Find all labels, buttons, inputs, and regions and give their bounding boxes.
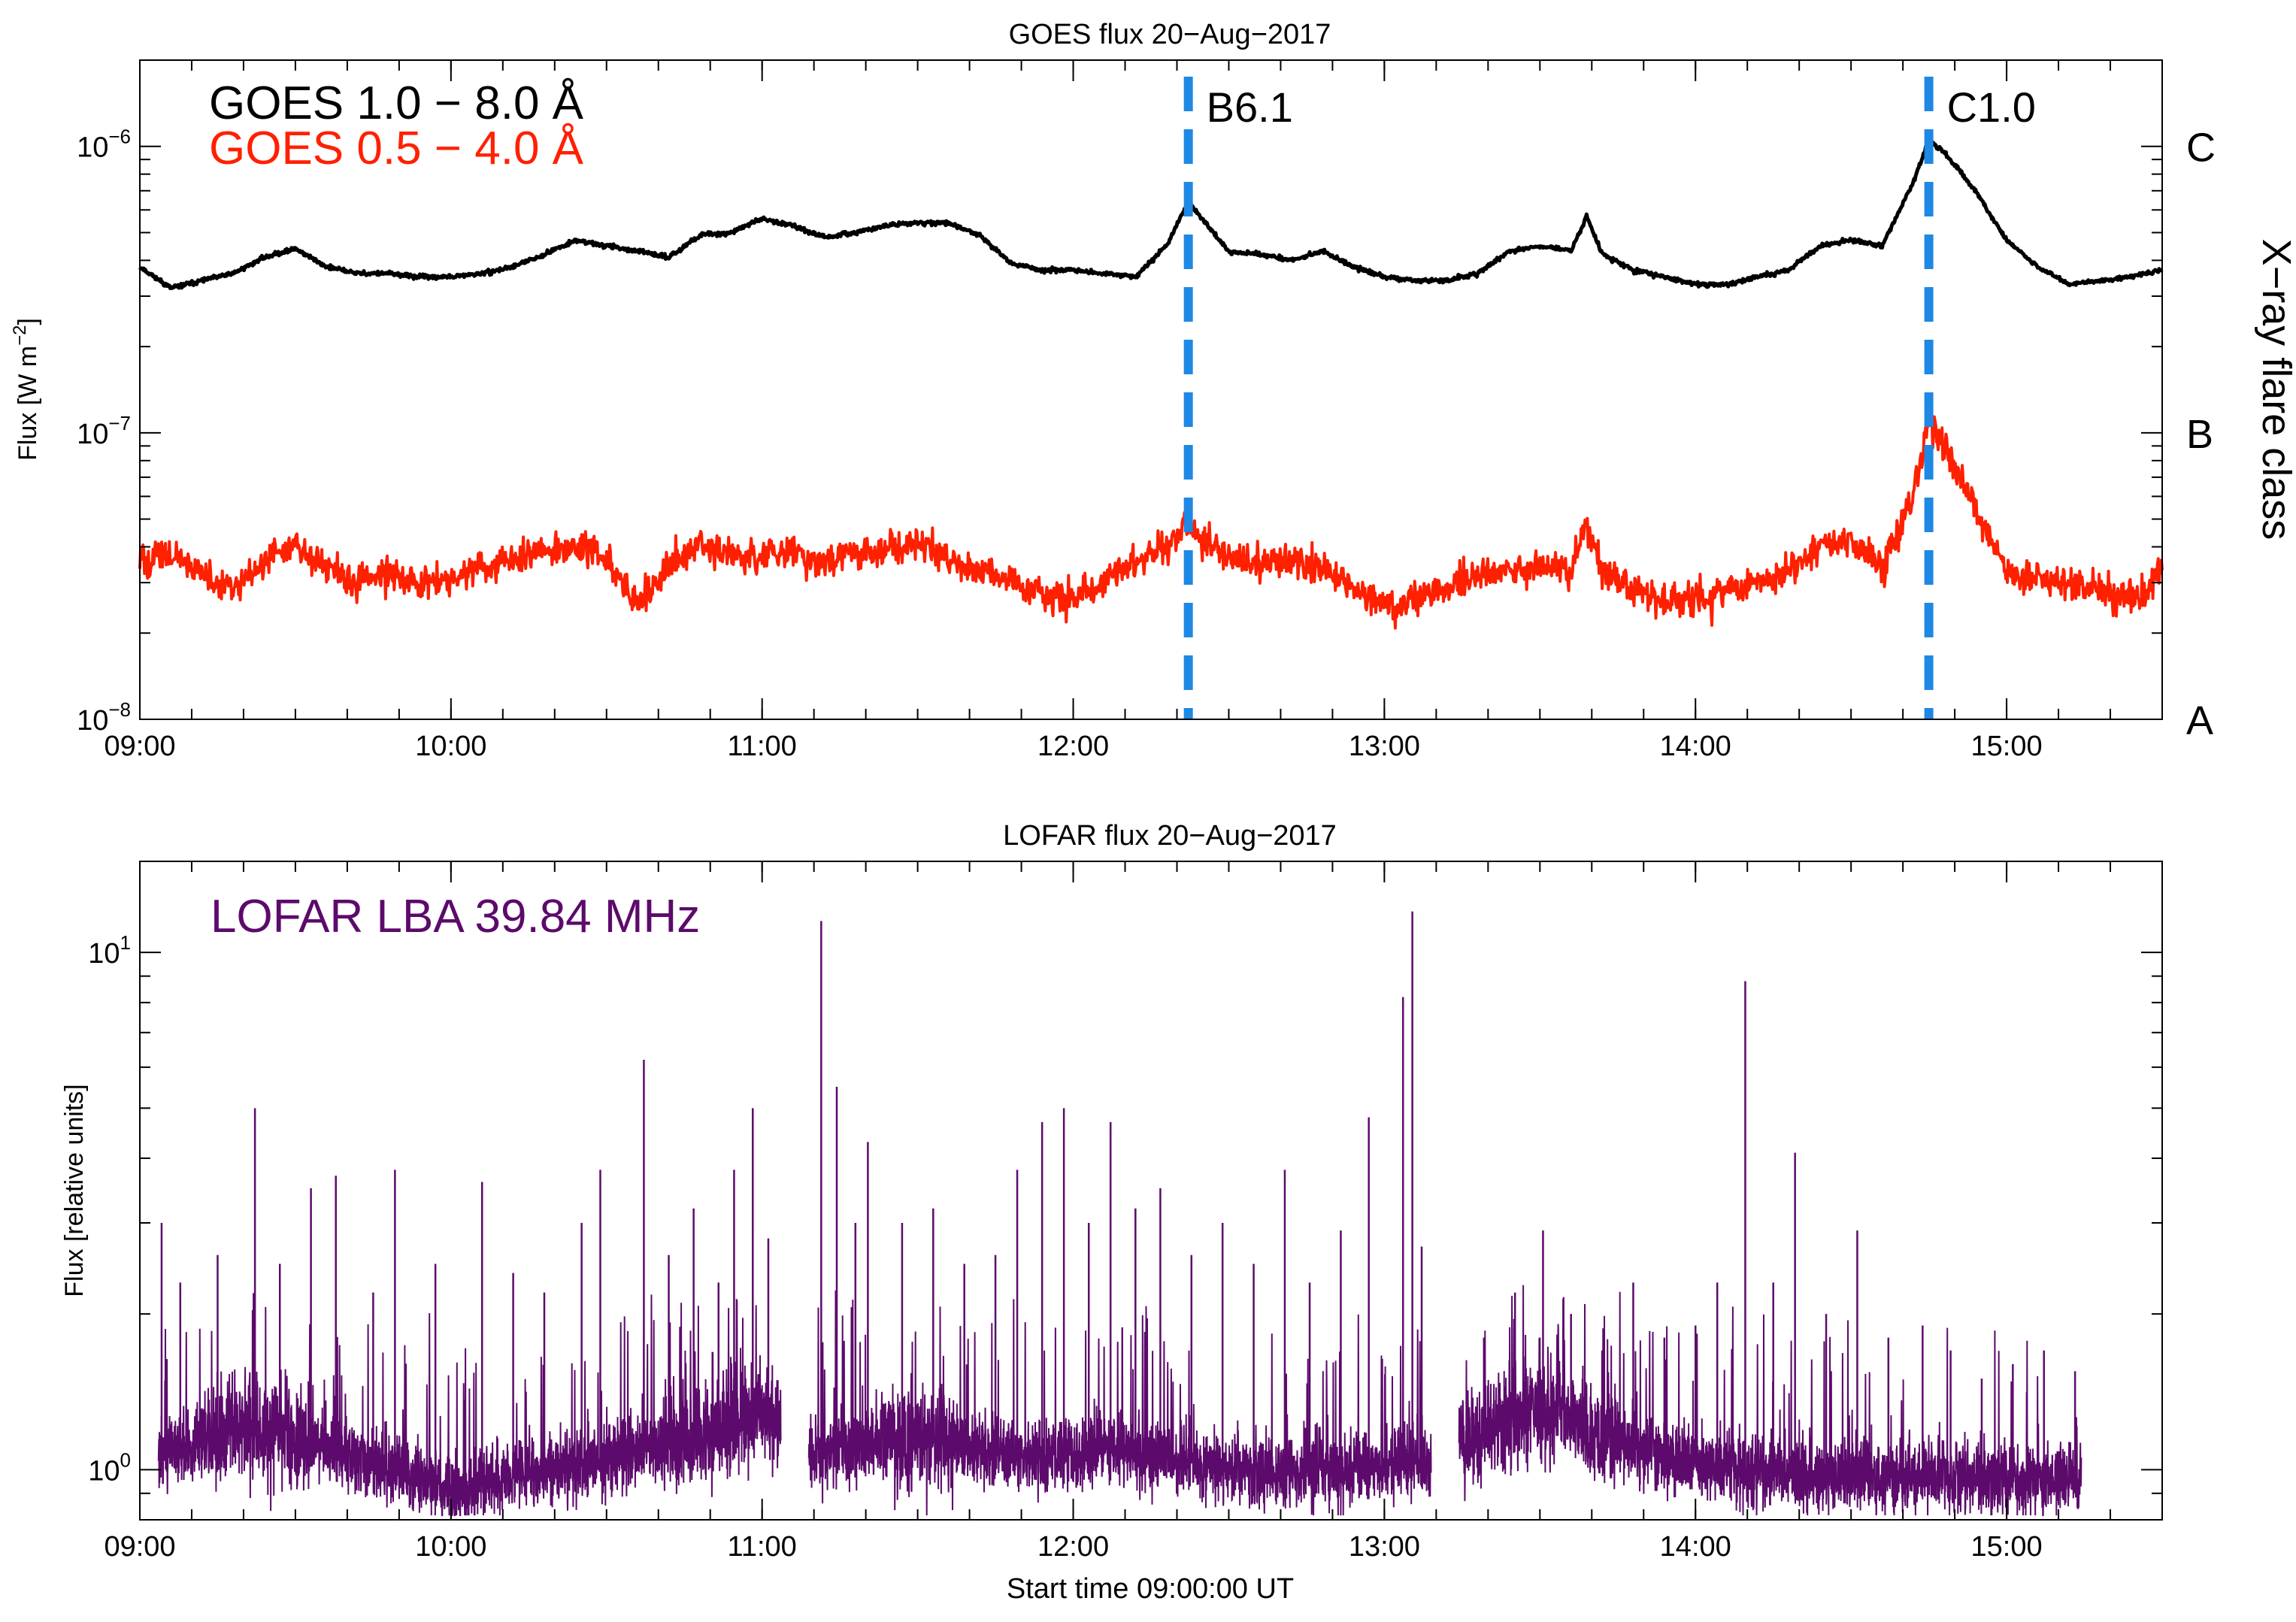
- lofar-plot-frame: [139, 861, 2163, 1521]
- goes-series-short-line: [138, 408, 2164, 630]
- goes-x-tick-label: 12:00: [1037, 731, 1109, 762]
- lofar-x-tick-label: 14:00: [1660, 1531, 1731, 1563]
- lofar-y-tick-label: 101: [88, 931, 131, 970]
- goes-legend-long: GOES 1.0 − 8.0 Å: [209, 77, 584, 129]
- lofar-x-axis-label: Start time 09:00:00 UT: [1007, 1573, 1294, 1605]
- goes-legend: GOES 1.0 − 8.0 Å GOES 0.5 − 4.0 Å: [209, 77, 584, 174]
- goes-flare-class-label: B: [2186, 412, 2213, 457]
- goes-flare-markers: B6.1 C1.0: [1183, 77, 2036, 719]
- lofar-series-segment: [807, 1290, 1432, 1516]
- goes-flare-class-label: A: [2186, 698, 2213, 743]
- goes-series-long-line: [138, 137, 2164, 290]
- lofar-axes: 09:00 10:00 11:00 12:00 13:00 14:00 15:00 100 10…: [88, 861, 2163, 1563]
- goes-title: GOES flux 20−Aug−2017: [1009, 19, 1331, 50]
- goes-plot-area: [138, 137, 2164, 630]
- lofar-x-tick-label: 09:00: [104, 1531, 175, 1563]
- goes-flare-marker-label: C1.0: [1947, 83, 2036, 131]
- goes-axes: 09:00 10:00 11:00 12:00 13:00 14:00 15:00 10−8 1…: [77, 59, 2216, 762]
- lofar-x-tick-label: 11:00: [728, 1531, 797, 1563]
- goes-x-tick-label: 13:00: [1349, 731, 1420, 762]
- goes-y-tick-label: 10−8: [77, 698, 131, 737]
- goes-panel: GOES flux 20−Aug−2017 B6.1 C1.0 09:00 10:0…: [10, 19, 2296, 762]
- lofar-y-axis-label: Flux [relative units]: [60, 1084, 89, 1297]
- goes-legend-short: GOES 0.5 − 4.0 Å: [209, 123, 584, 174]
- goes-x-tick-label: 14:00: [1660, 731, 1731, 762]
- goes-plot-frame: [139, 59, 2163, 720]
- lofar-x-tick-label: 10:00: [415, 1531, 486, 1563]
- lofar-series-segment: [1458, 1285, 2082, 1517]
- goes-x-tick-label: 11:00: [728, 731, 797, 762]
- goes-x-tick-label: 09:00: [104, 731, 175, 762]
- lofar-series-segment: [157, 1293, 782, 1517]
- goes-y-tick-label: 10−6: [77, 126, 131, 164]
- goes-y2-axis-label: X−ray flare class: [2254, 239, 2296, 540]
- lofar-x-tick-label: 12:00: [1037, 1531, 1109, 1563]
- lofar-x-tick-label: 15:00: [1971, 1531, 2043, 1563]
- goes-flare-marker-label: B6.1: [1207, 83, 1293, 131]
- lofar-title: LOFAR flux 20−Aug−2017: [1003, 820, 1337, 852]
- lofar-x-tick-label: 13:00: [1349, 1531, 1420, 1563]
- goes-x-tick-label: 15:00: [1971, 731, 2043, 762]
- lofar-legend: LOFAR LBA 39.84 MHz: [211, 891, 700, 943]
- lofar-plot-area: [157, 911, 2082, 1517]
- goes-x-tick-label: 10:00: [415, 731, 486, 762]
- goes-y-axis-label: Flux [W m−2]: [10, 318, 42, 461]
- lofar-panel: LOFAR flux 20−Aug−2017 09:00 10:00 11:00 12…: [60, 820, 2163, 1605]
- goes-y-tick-label: 10−7: [77, 412, 131, 450]
- goes-flare-class-label: C: [2186, 126, 2216, 171]
- lofar-y-tick-label: 100: [88, 1448, 131, 1487]
